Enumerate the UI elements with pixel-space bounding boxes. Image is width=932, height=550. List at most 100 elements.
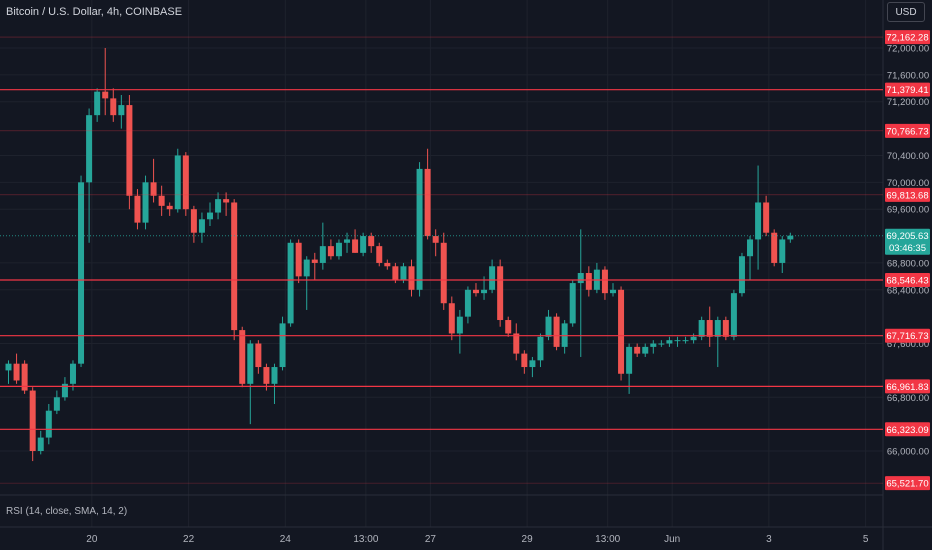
candle-body-down — [472, 289, 479, 294]
candle-body-down — [150, 182, 157, 196]
candle-body-down — [352, 239, 359, 253]
time-tick-label: 29 — [522, 534, 534, 545]
candle-body-down — [223, 199, 230, 203]
price-tick-label: 72,000.00 — [887, 44, 929, 55]
time-tick-label: 5 — [863, 534, 869, 545]
candle-body-down — [231, 202, 238, 331]
candle-body-down — [553, 316, 560, 347]
candle-body-down — [182, 155, 189, 210]
time-axis[interactable]: 20 22 24 13:00 27 29 13:00 Jun 3 5 — [86, 534, 869, 545]
candle-body-up — [78, 182, 85, 364]
time-tick-label: 22 — [183, 534, 195, 545]
level-badge-label: 69,813.68 — [886, 190, 928, 201]
candle-body-up — [174, 155, 181, 210]
candle-body-up — [577, 273, 584, 284]
candle-body-up — [319, 246, 326, 263]
level-badge — [885, 187, 930, 202]
currency-button[interactable]: USD — [887, 2, 925, 22]
candle-body-up — [545, 316, 552, 337]
candle-body-down — [513, 333, 520, 354]
level-badge-label: 70,766.73 — [886, 126, 928, 137]
candle-body-up — [779, 239, 786, 263]
time-tick-label: 27 — [425, 534, 437, 545]
candle-body-up — [69, 363, 76, 384]
candle-body-up — [755, 202, 762, 240]
candle-body-down — [239, 330, 246, 384]
candle-body-up — [481, 289, 488, 294]
bar-countdown-label: 03:46:35 — [889, 243, 926, 254]
candle-body-down — [190, 209, 197, 233]
candle-body-down — [21, 363, 28, 391]
level-badge — [885, 476, 930, 491]
last-price-badge — [885, 228, 930, 255]
candle-body-up — [279, 323, 286, 368]
candle-body-up — [53, 397, 60, 411]
candle-body-up — [215, 199, 222, 213]
candle-body-up — [86, 115, 93, 183]
level-badge — [885, 272, 930, 287]
time-tick-label: 13:00 — [595, 534, 620, 545]
candle-body-down — [408, 266, 415, 290]
candle-body-down — [166, 205, 173, 210]
candle-body-down — [102, 91, 109, 99]
price-tick-label: 66,800.00 — [887, 393, 929, 404]
candle-body-up — [730, 293, 737, 337]
candle-body-up — [747, 239, 754, 257]
candle-body-up — [5, 363, 12, 371]
level-badge-label: 68,546.43 — [886, 275, 928, 286]
candle-body-down — [497, 266, 504, 321]
rsi-indicator-label[interactable]: RSI (14, close, SMA, 14, 2) — [6, 506, 128, 517]
candle-body-up — [45, 410, 52, 438]
price-tick-label: 71,600.00 — [887, 70, 929, 81]
level-badge-label: 66,323.09 — [886, 425, 928, 436]
level-badge — [885, 123, 930, 138]
candle-body-up — [287, 242, 294, 324]
candle-body-down — [126, 105, 133, 196]
time-tick-label: 3 — [766, 534, 772, 545]
candle-body-up — [400, 266, 407, 280]
candle-body-up — [569, 283, 576, 324]
level-badge-label: 66,961.83 — [886, 382, 928, 393]
candle-body-up — [690, 336, 697, 341]
candle-body-up — [37, 437, 44, 451]
level-badge — [885, 328, 930, 343]
level-badge-label: 65,521.70 — [886, 479, 928, 490]
candle-body-down — [29, 390, 36, 451]
candle-body-down — [505, 320, 512, 334]
candle-body-up — [303, 259, 310, 277]
symbol-title[interactable]: Bitcoin / U.S. Dollar, 4h, COINBASE — [6, 6, 183, 18]
price-tick-label: 70,000.00 — [887, 178, 929, 189]
candle-body-up — [489, 266, 496, 290]
candle-body-up — [456, 316, 463, 334]
price-tick-label: 71,200.00 — [887, 97, 929, 108]
price-levels — [0, 36, 883, 484]
price-tick-label: 67,600.00 — [887, 339, 929, 350]
candle-body-down — [585, 273, 592, 290]
candle-body-down — [327, 246, 334, 257]
candle-body-down — [771, 232, 778, 263]
price-axis[interactable]: 72,000.00 71,600.00 71,200.00 70,400.00 70,0… — [887, 44, 929, 458]
candle-body-up — [61, 383, 68, 398]
candle-body-down — [255, 343, 262, 368]
candle-body-up — [650, 343, 657, 347]
level-badge-label: 67,716.73 — [886, 331, 928, 342]
candle-body-up — [787, 235, 794, 240]
candle-body-up — [207, 212, 213, 220]
candle-body-down — [134, 195, 141, 223]
time-tick-label: 20 — [86, 534, 98, 545]
candle-body-up — [335, 242, 342, 257]
candle-body-up — [118, 105, 125, 116]
level-badge-label: 71,379.41 — [886, 85, 928, 96]
candle-body-up — [271, 367, 278, 384]
candle-body-up — [682, 340, 689, 342]
candle-body-up — [344, 239, 351, 243]
candle-body-down — [263, 367, 270, 384]
candle-body-up — [416, 168, 423, 290]
candle-body-up — [674, 340, 681, 342]
candle-body-down — [706, 320, 713, 337]
candle-body-down — [295, 242, 302, 277]
price-tick-label: 66,000.00 — [887, 447, 929, 458]
candle-body-down — [368, 236, 375, 247]
